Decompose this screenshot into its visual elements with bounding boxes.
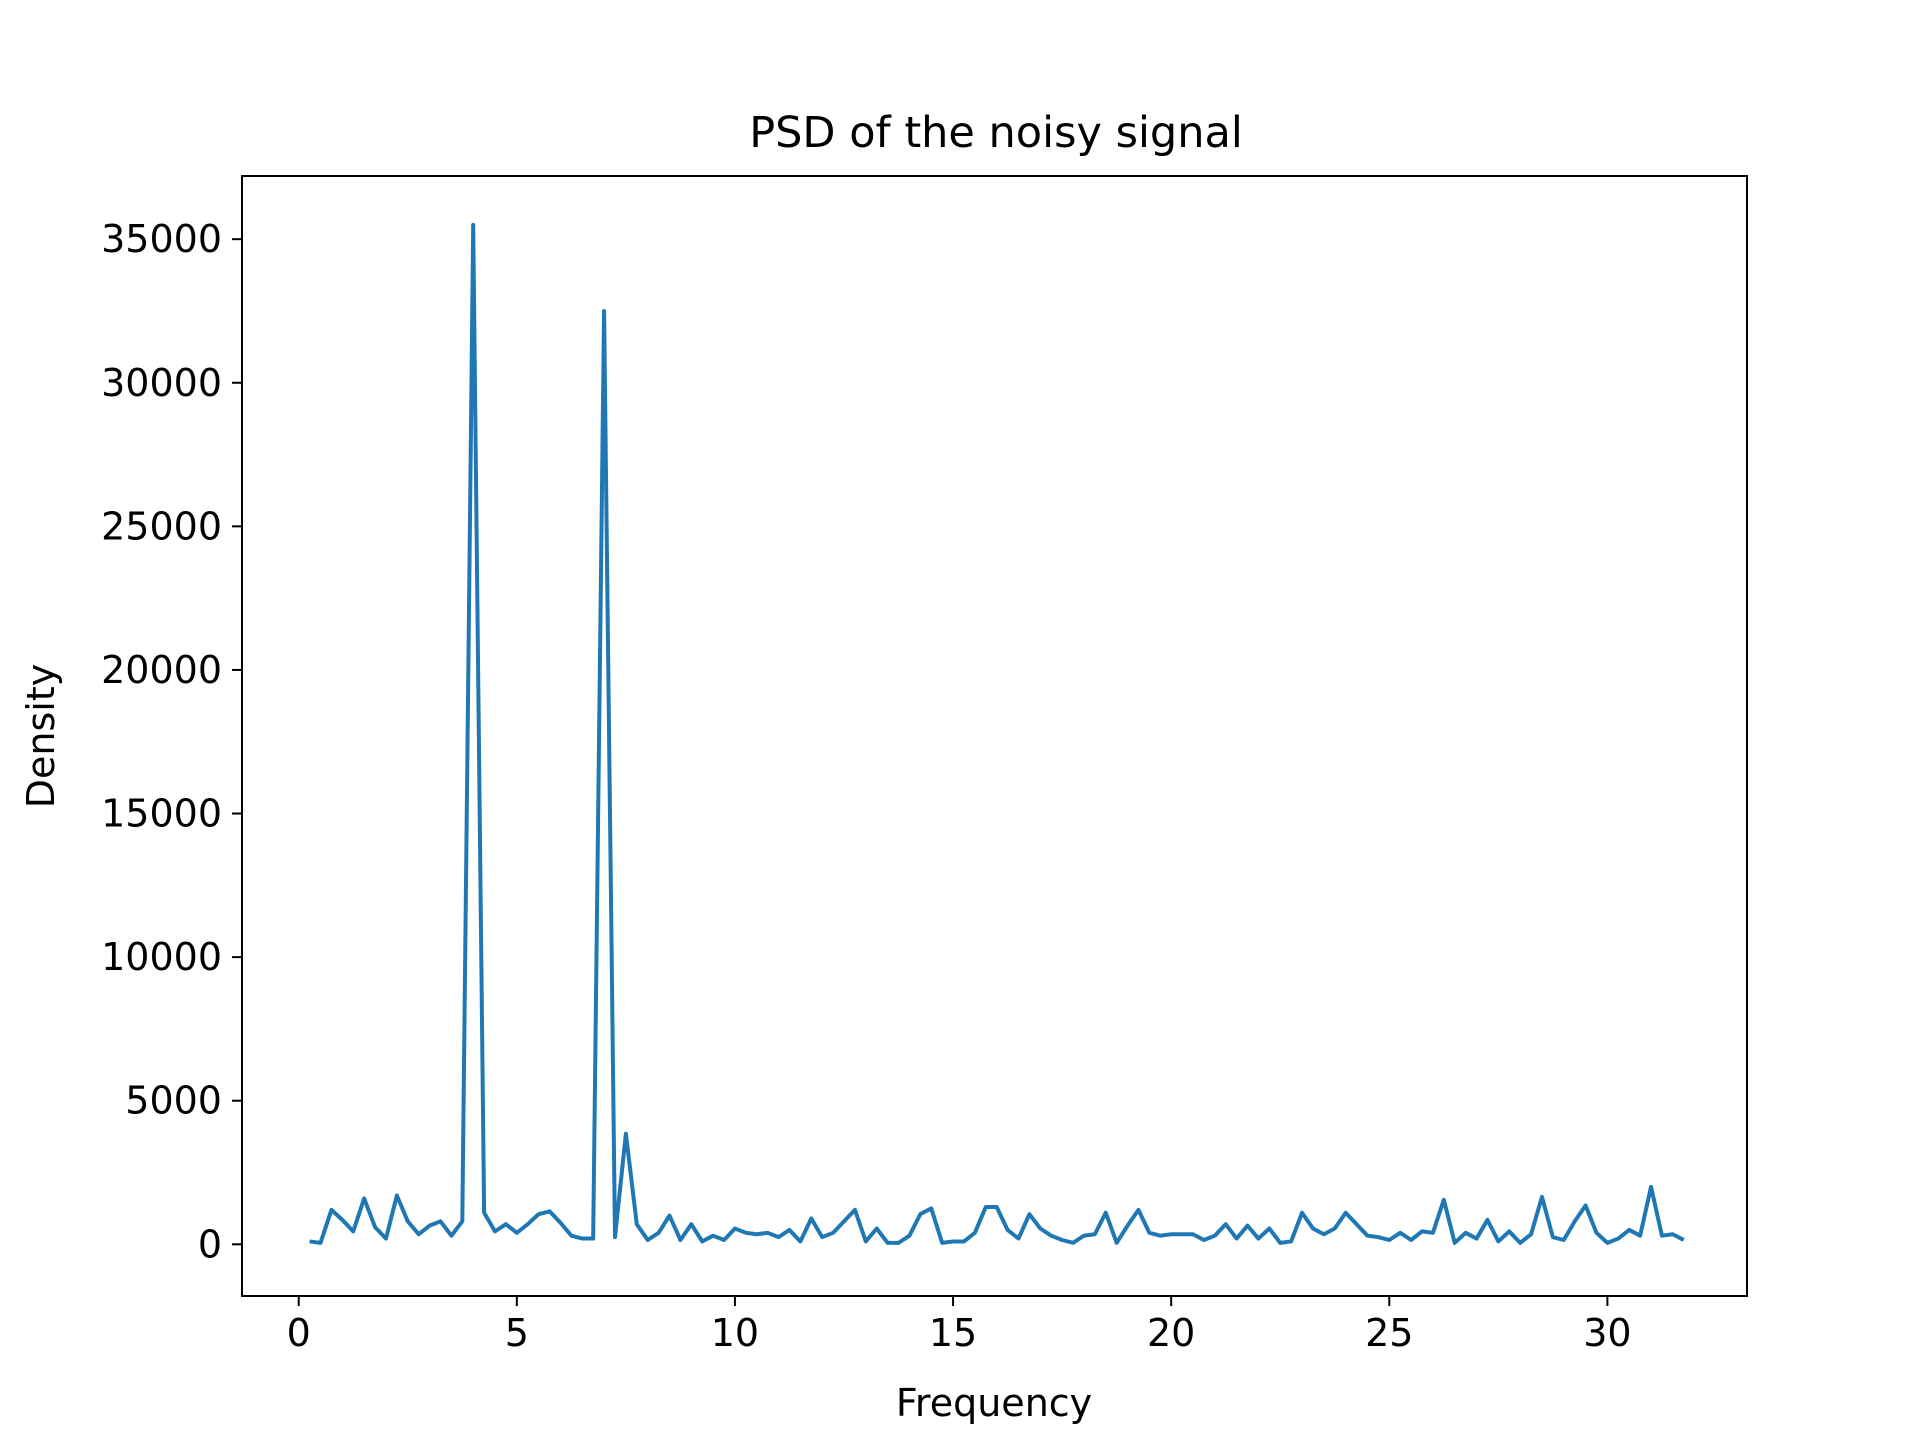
y-tick-label: 20000: [101, 648, 222, 692]
y-tick-label: 0: [198, 1222, 222, 1266]
plot-layer: [309, 222, 1685, 1245]
x-tick-label: 5: [505, 1311, 529, 1355]
x-tick-label: 10: [711, 1311, 759, 1355]
x-axis-label: Frequency: [896, 1381, 1092, 1425]
y-axis-ticks: 0 5000 10000 15000 20000 25000 30000 35000: [101, 217, 242, 1266]
y-tick-label: 35000: [101, 217, 222, 261]
x-tick-label: 0: [287, 1311, 311, 1355]
y-tick-label: 10000: [101, 935, 222, 979]
x-tick-label: 25: [1365, 1311, 1413, 1355]
series-line-0: [309, 222, 1685, 1245]
x-tick-label: 20: [1147, 1311, 1195, 1355]
y-tick-label: 30000: [101, 361, 222, 405]
x-axis-ticks: 0 5 10 15 20 25 30: [287, 1296, 1632, 1355]
y-axis-label: Density: [19, 664, 63, 808]
plot-frame: [241, 175, 1748, 1297]
x-tick-label: 30: [1583, 1311, 1631, 1355]
chart-title: PSD of the noisy signal: [749, 108, 1243, 158]
y-tick-label: 5000: [125, 1079, 222, 1123]
y-tick-label: 25000: [101, 504, 222, 548]
y-tick-label: 15000: [101, 792, 222, 836]
x-tick-label: 15: [929, 1311, 977, 1355]
